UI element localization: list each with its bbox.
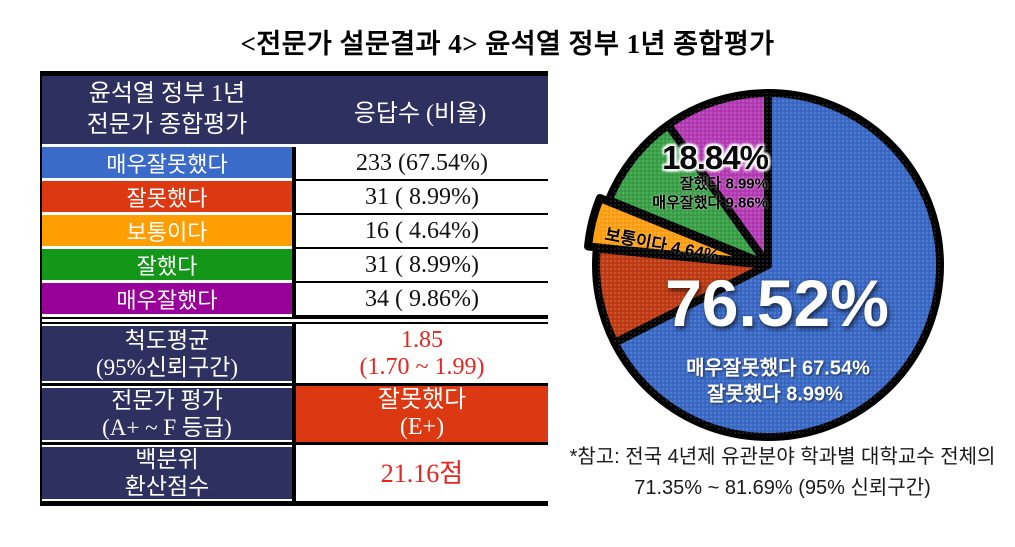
pie-label-good: 잘했다 8.99%: [679, 175, 768, 193]
table-row-scale-mean: 척도평균 (95%신뢰구간) 1.85 (1.70 ~ 1.99): [42, 324, 548, 383]
row-value: 233 (67.54%): [292, 147, 548, 181]
row-value: 31 ( 8.99%): [292, 249, 548, 283]
row-label: 전문가 평가 (A+ ~ F 등급): [42, 386, 292, 442]
pie-label-very-good: 매우잘했다 9.86%: [652, 194, 768, 212]
header-label-line2: 전문가 종합평가: [86, 112, 248, 138]
value-line1: 21.16점: [380, 458, 464, 488]
label-line1: 백분위: [135, 447, 199, 472]
table-header-label: 윤석열 정부 1년 전문가 종합평가: [42, 76, 292, 144]
label-line2: (95%신뢰구간): [95, 354, 239, 380]
label-line2: 환산점수: [124, 474, 210, 499]
table-header-row: 윤석열 정부 1년 전문가 종합평가 응답수 (비율): [42, 76, 548, 147]
double-rule-divider: [42, 317, 548, 324]
value-line1: 잘못했다: [377, 387, 467, 413]
pie-label-positive-total: 18.84%: [662, 139, 769, 176]
row-label: 매우잘못했다: [42, 147, 292, 181]
value-line1: 1.85: [401, 326, 443, 353]
row-label: 매우잘했다: [42, 283, 292, 317]
summary-table: 윤석열 정부 1년 전문가 종합평가 응답수 (비율) 매우잘못했다 233 (…: [40, 71, 548, 506]
table-row: 잘했다 31 ( 8.99%): [42, 249, 548, 283]
pie-label-very-bad: 매우잘못했다 67.54%: [686, 357, 870, 380]
table-row: 매우잘했다 34 ( 9.86%): [42, 283, 548, 317]
value-line2: (E+): [399, 414, 445, 440]
row-value: 34 ( 9.86%): [292, 283, 548, 317]
footnote-line1: *참고: 전국 4년제 유관분야 학과별 대학교수 전체의: [569, 446, 996, 468]
page-title: <전문가 설문결과 4> 윤석열 정부 1년 종합평가: [240, 29, 775, 59]
table-row-percentile-score: 백분위 환산점수 21.16점: [42, 442, 548, 501]
row-value: 16 ( 4.64%): [292, 215, 548, 249]
pie-chart-area: 18.84% 잘했다 8.99% 매우잘했다 9.86% 보통이다 4.64% …: [578, 80, 1008, 460]
pie-label-negative-total: 76.52%: [665, 266, 889, 340]
row-label: 잘못했다: [42, 181, 292, 215]
label-line2: (A+ ~ F 등급): [102, 415, 232, 440]
row-value: 잘못했다 (E+): [292, 386, 548, 442]
table-header-value: 응답수 (비율): [353, 100, 487, 127]
table-row: 보통이다 16 ( 4.64%): [42, 215, 548, 249]
row-value: 21.16점: [292, 445, 548, 501]
row-label: 백분위 환산점수: [42, 445, 292, 501]
row-value: 1.85 (1.70 ~ 1.99): [292, 324, 548, 383]
table-row-expert-grade: 전문가 평가 (A+ ~ F 등급) 잘못했다 (E+): [42, 383, 548, 442]
footnote-line2: 71.35% ~ 81.69% (95% 신뢰구간): [634, 477, 931, 499]
row-label: 보통이다: [42, 215, 292, 249]
label-line1: 척도평균: [124, 327, 210, 353]
pie-label-bad: 잘못했다 8.99%: [707, 383, 843, 406]
header-label-line1: 윤석열 정부 1년: [88, 81, 246, 107]
row-label: 잘했다: [42, 249, 292, 283]
table-row: 매우잘못했다 233 (67.54%): [42, 147, 548, 181]
label-line1: 전문가 평가: [111, 388, 223, 413]
footnote: *참고: 전국 4년제 유관분야 학과별 대학교수 전체의 71.35% ~ 8…: [560, 442, 1005, 504]
row-label: 척도평균 (95%신뢰구간): [42, 324, 292, 383]
value-line2: (1.70 ~ 1.99): [359, 353, 485, 380]
row-value: 31 ( 8.99%): [292, 181, 548, 215]
table-row: 잘못했다 31 ( 8.99%): [42, 181, 548, 215]
